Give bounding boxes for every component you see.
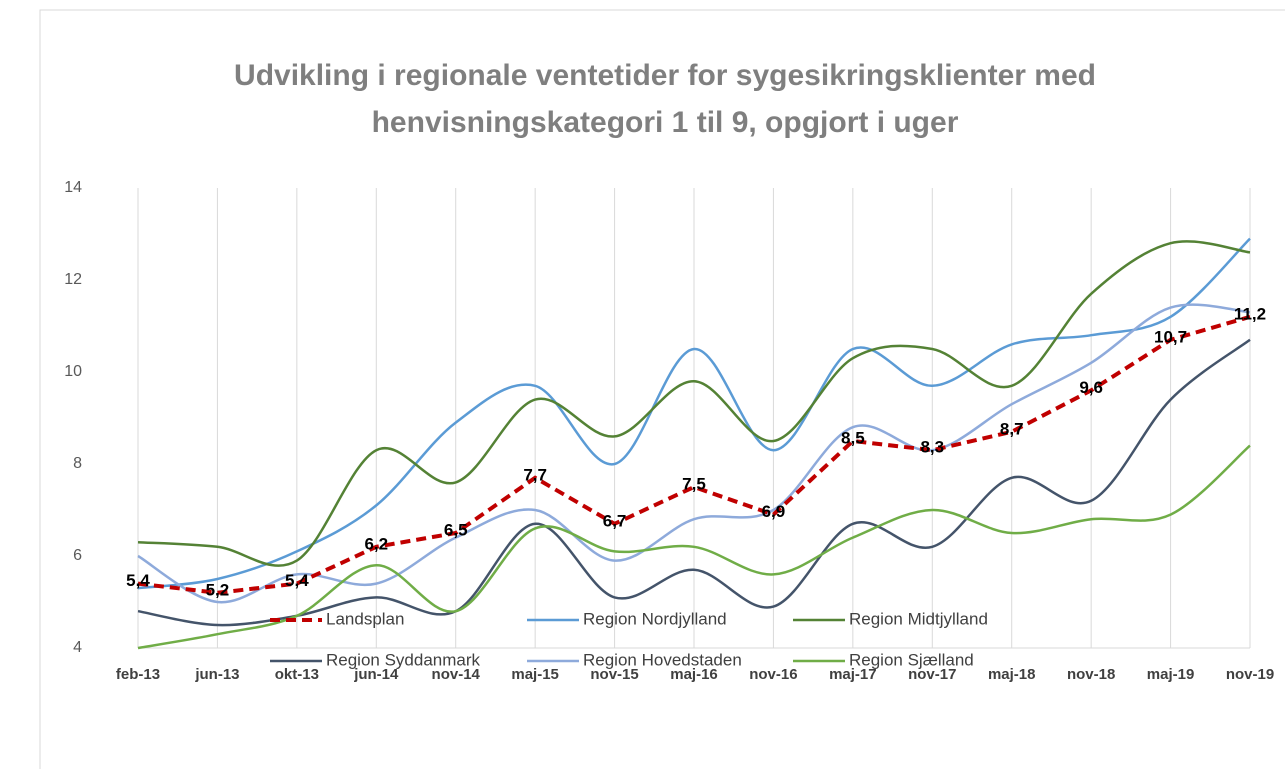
data-label: 6,5 bbox=[444, 520, 468, 539]
series-line bbox=[137, 314, 1251, 595]
x-tick-label: maj-16 bbox=[670, 666, 718, 683]
x-tick-label: jun-14 bbox=[353, 666, 399, 683]
data-label: 9,6 bbox=[1079, 378, 1103, 397]
x-tick-label: maj-15 bbox=[511, 666, 559, 683]
y-tick-label: 8 bbox=[73, 455, 82, 472]
x-tick-label: okt-13 bbox=[275, 666, 319, 683]
data-label: 7,5 bbox=[682, 474, 706, 493]
x-tick-label: nov-15 bbox=[590, 666, 638, 683]
series-line bbox=[137, 444, 1251, 650]
legend-label: Region Nordjylland bbox=[583, 609, 727, 628]
chart-frame bbox=[39, 9, 1285, 769]
legend-label: Region Sjælland bbox=[849, 650, 974, 669]
data-label: 6,7 bbox=[603, 511, 627, 530]
data-label: 7,7 bbox=[523, 465, 547, 484]
series-line bbox=[137, 303, 1251, 604]
x-tick-label: nov-14 bbox=[432, 666, 481, 683]
data-label: 11,2 bbox=[1234, 304, 1266, 323]
y-tick-label: 12 bbox=[64, 271, 82, 288]
x-tick-label: maj-18 bbox=[988, 666, 1036, 683]
x-tick-label: feb-13 bbox=[116, 666, 160, 683]
legend-label: Region Midtjylland bbox=[849, 609, 988, 628]
x-tick-label: nov-19 bbox=[1226, 666, 1274, 683]
y-tick-label: 6 bbox=[73, 547, 82, 564]
data-label: 8,7 bbox=[1000, 419, 1024, 438]
data-label: 5,4 bbox=[285, 571, 309, 590]
x-tick-label: nov-18 bbox=[1067, 666, 1115, 683]
legend-label: Region Hovedstaden bbox=[583, 650, 742, 669]
data-label: 8,3 bbox=[920, 438, 944, 457]
x-tick-label: nov-16 bbox=[749, 666, 797, 683]
series-line bbox=[137, 237, 1251, 590]
x-tick-label: maj-19 bbox=[1147, 666, 1195, 683]
series-line bbox=[137, 338, 1251, 627]
chart-title: Udvikling i regionale ventetider for syg… bbox=[234, 59, 1096, 139]
y-tick-label: 14 bbox=[64, 179, 82, 196]
series-line bbox=[137, 240, 1251, 567]
data-label: 6,9 bbox=[762, 502, 786, 521]
x-tick-label: maj-17 bbox=[829, 666, 877, 683]
data-label: 10,7 bbox=[1154, 327, 1187, 346]
data-label: 5,4 bbox=[126, 571, 150, 590]
x-tick-label: nov-17 bbox=[908, 666, 956, 683]
data-label: 8,5 bbox=[841, 428, 865, 447]
y-tick-label: 4 bbox=[73, 639, 82, 656]
data-label: 6,2 bbox=[364, 534, 388, 553]
y-tick-label: 10 bbox=[64, 363, 82, 380]
legend-label: Region Syddanmark bbox=[326, 650, 481, 669]
x-tick-label: jun-13 bbox=[194, 666, 239, 683]
legend-label: Landsplan bbox=[326, 609, 404, 628]
data-label: 5,2 bbox=[206, 580, 230, 599]
